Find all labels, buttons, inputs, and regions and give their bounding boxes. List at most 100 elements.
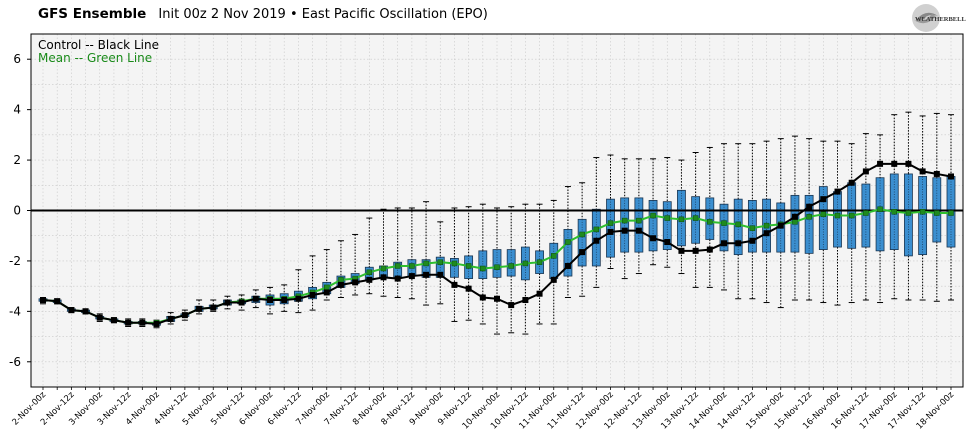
control-point [139, 319, 146, 326]
control-point [635, 227, 642, 234]
mean-point [621, 217, 628, 224]
mean-point [437, 259, 443, 265]
y-tick-label: 4 [13, 103, 21, 117]
iqr-box [918, 176, 928, 256]
mean-point [848, 212, 855, 219]
control-point [579, 249, 586, 256]
mean-point [423, 260, 429, 267]
control-point [564, 262, 571, 269]
mean-point [678, 216, 685, 223]
control-point [749, 237, 756, 244]
mean-point [806, 214, 812, 220]
control-point [522, 297, 529, 304]
y-tick-label: -2 [9, 254, 21, 268]
mean-point [891, 209, 897, 215]
iqr-box [478, 250, 488, 279]
control-point [664, 239, 671, 246]
mean-point [409, 263, 415, 269]
control-point [125, 319, 132, 326]
control-point [210, 304, 217, 311]
control-point [550, 276, 557, 283]
weatherbell-logo: WEATHERBELL [912, 4, 966, 32]
y-tick-label: -4 [9, 304, 21, 318]
control-point [905, 160, 912, 167]
control-point [110, 317, 117, 324]
mean-point [451, 260, 458, 267]
mean-point [324, 284, 330, 291]
control-point [252, 295, 259, 302]
control-point [423, 271, 430, 278]
control-point [508, 302, 515, 309]
control-point [394, 275, 401, 282]
mean-point [735, 221, 741, 228]
control-point [948, 173, 954, 180]
control-point [791, 213, 798, 220]
control-point [366, 276, 373, 283]
chart-title: GFS Ensemble [38, 6, 147, 22]
control-point [309, 291, 316, 298]
mean-point [551, 253, 557, 259]
control-point [621, 227, 628, 234]
mean-point [792, 219, 798, 225]
control-point [706, 246, 713, 253]
control-point [692, 247, 699, 254]
mean-point [494, 264, 500, 270]
mean-point [707, 219, 713, 225]
mean-point [480, 265, 486, 272]
control-point [437, 271, 444, 278]
mean-point [338, 277, 344, 283]
control-point [267, 297, 273, 304]
legend-entry: Mean -- Green Line [38, 51, 152, 65]
control-point [848, 179, 855, 186]
mean-point [380, 265, 387, 272]
logo-wordmark: WEATHERBELL [915, 16, 966, 23]
iqr-box [492, 249, 502, 278]
mean-point [522, 260, 529, 267]
control-point [281, 297, 288, 304]
mean-point [607, 220, 614, 226]
mean-point [721, 220, 727, 226]
control-point [380, 274, 387, 281]
control-point [919, 168, 926, 175]
control-point [323, 289, 330, 296]
control-point [82, 308, 89, 315]
mean-point [934, 210, 940, 216]
control-point [352, 279, 359, 286]
control-point [181, 312, 188, 319]
logo-swirl-arm2-icon [914, 14, 936, 24]
control-point [777, 222, 784, 229]
mean-point [877, 206, 883, 212]
legend-entry: Control -- Black Line [38, 38, 159, 52]
control-point [153, 320, 160, 327]
iqr-box [606, 198, 615, 258]
control-point [678, 247, 685, 254]
logo-swirl-icon [912, 4, 940, 32]
mean-point [508, 263, 514, 269]
control-point [167, 315, 174, 322]
control-point [96, 314, 103, 321]
mean-point [763, 222, 770, 229]
mean-point [579, 231, 585, 238]
mean-point [948, 210, 954, 216]
y-tick-label: 6 [13, 52, 21, 66]
control-point [834, 188, 841, 195]
iqr-box [818, 186, 828, 250]
control-point [238, 299, 245, 306]
mean-point [593, 226, 600, 233]
control-point [451, 281, 458, 288]
control-point [735, 240, 742, 247]
mean-point [565, 239, 571, 245]
mean-point [650, 212, 656, 219]
mean-point [834, 212, 841, 219]
mean-point [465, 263, 472, 269]
control-point [479, 294, 486, 301]
control-point [933, 170, 940, 177]
control-point [494, 295, 500, 302]
chart-title-row: GFS Ensemble Init 00z 2 Nov 2019 • East … [38, 6, 488, 26]
y-tick-label: 0 [13, 204, 21, 218]
mean-point [536, 259, 543, 265]
control-point [650, 235, 657, 242]
mean-point [366, 269, 373, 276]
control-point [465, 285, 472, 292]
control-point [337, 281, 344, 288]
